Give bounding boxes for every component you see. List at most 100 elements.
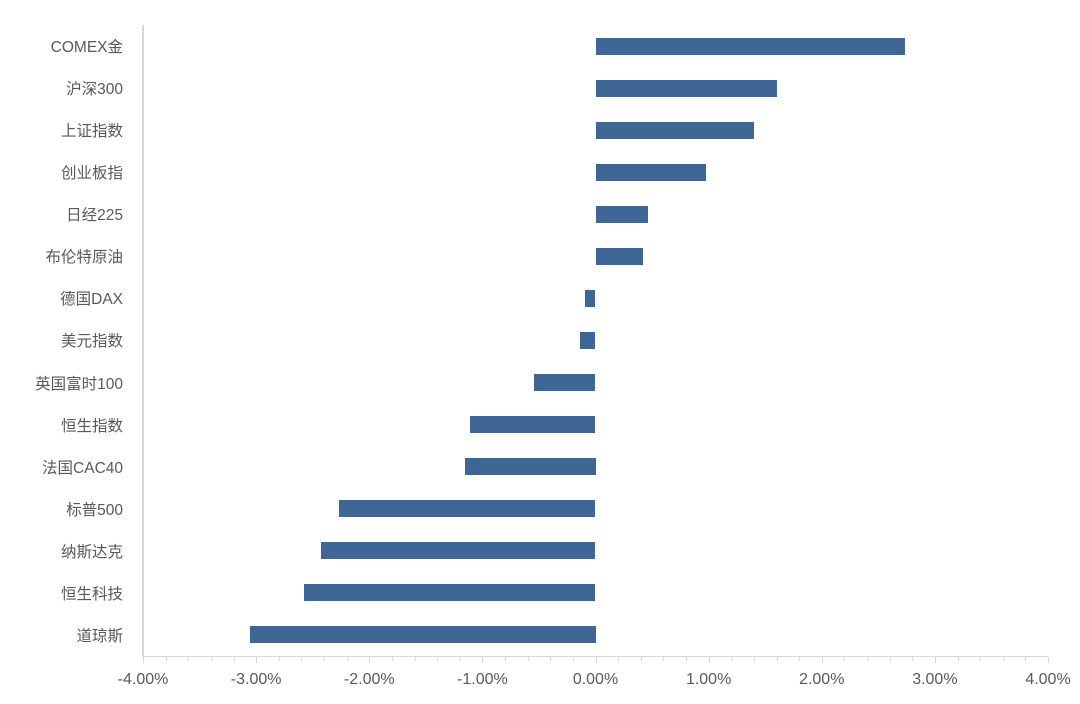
bar-上证指数	[595, 121, 754, 139]
bar-英国富时100	[534, 374, 596, 392]
x-axis-minor-tick	[640, 657, 642, 661]
bar-恒生指数	[469, 416, 596, 434]
bar-row	[143, 488, 1048, 530]
category-label: 沪深300	[66, 81, 123, 99]
bar-row	[143, 67, 1048, 109]
bar-rows	[143, 25, 1048, 656]
x-axis-minor-tick	[912, 657, 914, 661]
x-axis-tick-label: -1.00%	[457, 671, 508, 688]
x-axis-major-tick	[821, 657, 823, 663]
bar-row	[143, 109, 1048, 151]
x-axis-minor-tick	[324, 657, 325, 661]
bar-标普500	[338, 500, 596, 518]
bar-美元指数	[579, 331, 596, 349]
x-axis-minor-tick	[210, 657, 212, 661]
bar-row	[143, 614, 1048, 656]
x-axis-minor-tick	[776, 657, 778, 661]
category-label: COMEX金	[50, 39, 123, 57]
x-axis-minor-tick	[346, 657, 348, 661]
x-axis-minor-tick	[980, 657, 982, 661]
bar-row	[143, 530, 1048, 572]
x-axis-minor-tick	[686, 657, 687, 661]
x-axis-major-tick	[369, 657, 371, 663]
category-label: 纳斯达克	[60, 543, 123, 561]
x-axis-minor-tick	[889, 657, 891, 661]
category-label: 美元指数	[60, 333, 123, 351]
x-axis-minor-tick	[459, 657, 461, 661]
x-axis-minor-tick	[301, 657, 303, 661]
x-axis-minor-tick	[437, 657, 439, 661]
category-label: 创业板指	[60, 165, 123, 183]
bar-法国CAC40	[465, 458, 596, 476]
x-axis-minor-tick	[957, 657, 959, 661]
x-axis-minor-tick	[1002, 657, 1004, 661]
x-axis-major-tick	[934, 657, 936, 663]
x-axis-tick-label: 1.00%	[685, 671, 732, 688]
bar-COMEX金	[595, 37, 906, 55]
x-axis-minor-tick	[278, 657, 280, 661]
category-label: 德国DAX	[60, 291, 123, 309]
bar-布伦特原油	[595, 247, 643, 265]
x-axis-minor-tick	[799, 657, 801, 661]
x-axis-major-tick	[708, 657, 710, 663]
category-label: 标普500	[66, 501, 123, 519]
bar-row	[143, 319, 1048, 361]
x-axis-major-tick	[256, 657, 258, 663]
zero-baseline	[142, 25, 144, 656]
category-label: 布伦特原油	[45, 249, 123, 267]
x-axis-minor-tick	[844, 657, 846, 661]
bar-德国DAX	[585, 289, 596, 307]
x-axis-minor-tick	[188, 657, 190, 661]
x-axis-minor-tick	[165, 657, 167, 661]
plot-area	[142, 25, 1048, 656]
category-label: 英国富时100	[35, 375, 123, 393]
x-axis-minor-tick	[867, 657, 868, 661]
y-axis-category-labels: COMEX金沪深300 上证指数创业板指日经225 布伦特原油德国DAX 美元指数英国…	[0, 25, 123, 656]
category-label: 恒生指数	[60, 417, 123, 435]
bar-row	[143, 193, 1048, 235]
x-axis-minor-tick	[572, 657, 574, 661]
x-axis-tick-label: 3.00%	[912, 671, 958, 688]
x-axis-tick-label: 0.00%	[572, 671, 619, 688]
x-axis-minor-tick	[618, 657, 620, 661]
x-axis-major-tick	[143, 657, 144, 663]
bar-row	[143, 235, 1048, 277]
x-axis-minor-tick	[527, 657, 529, 661]
x-axis-major-tick	[1048, 657, 1049, 663]
category-label: 上证指数	[60, 123, 123, 141]
bar-创业板指	[595, 163, 707, 181]
x-axis-minor-tick	[731, 657, 733, 661]
x-axis-tick-label: -3.00%	[230, 671, 282, 688]
bar-row	[143, 404, 1048, 446]
bar-道琼斯	[250, 626, 596, 644]
bar-row	[143, 446, 1048, 488]
category-label: 法国CAC40	[42, 459, 123, 477]
x-axis-minor-tick	[233, 657, 235, 661]
bar-纳斯达克	[320, 542, 596, 560]
x-axis-tick-label: -4.00%	[117, 671, 169, 688]
x-axis-tick-label: 2.00%	[799, 671, 845, 688]
bar-恒生科技	[303, 584, 596, 602]
x-axis-minor-tick	[753, 657, 755, 661]
x-axis-minor-tick	[663, 657, 665, 661]
category-label: 道琼斯	[76, 627, 123, 645]
x-axis-major-tick	[482, 657, 484, 663]
bar-沪深300	[595, 79, 777, 97]
x-axis-tick-label: -2.00%	[343, 671, 395, 688]
bar-row	[143, 151, 1048, 193]
x-axis-minor-tick	[414, 657, 416, 661]
x-axis-minor-tick	[505, 657, 506, 661]
x-axis: -4.00% -3.00% -2.00% -1.00% 0.00% 1.00% 2.00% 3…	[118, 656, 1071, 704]
bar-日经225	[595, 205, 648, 223]
category-label: 日经225	[66, 207, 123, 225]
category-label: 恒生科技	[60, 585, 123, 603]
bar-row	[143, 277, 1048, 319]
bar-row	[143, 572, 1048, 614]
x-axis-minor-tick	[1025, 657, 1027, 661]
x-axis-tick-label: 4.00%	[1025, 671, 1071, 688]
x-axis-minor-tick	[550, 657, 552, 661]
x-axis-minor-tick	[391, 657, 393, 661]
x-axis-major-tick	[595, 657, 597, 663]
bar-row	[143, 362, 1048, 404]
